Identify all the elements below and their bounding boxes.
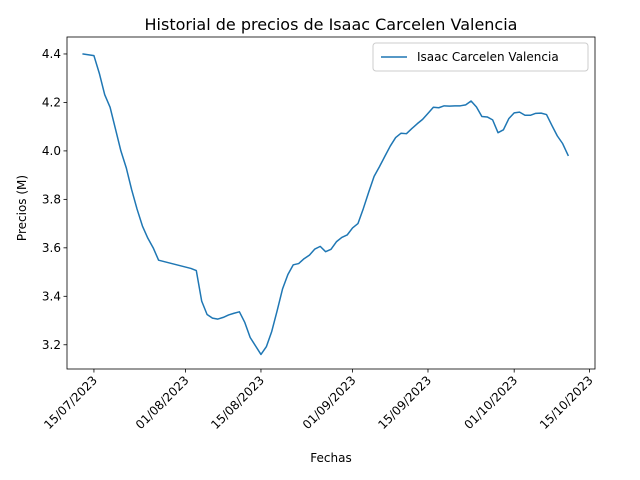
y-tick-label-3: 3.8 <box>42 192 61 206</box>
y-tick-label-4: 4.0 <box>42 144 61 158</box>
x-tick-label-1: 01/08/2023 <box>133 373 192 432</box>
legend: Isaac Carcelen Valencia <box>372 42 589 72</box>
axes-frame <box>66 36 596 370</box>
plot-area: 15/07/2023 01/08/2023 15/08/2023 01/09/2023… <box>41 36 596 432</box>
y-tick-label-5: 4.2 <box>42 95 61 109</box>
x-tick-label-4: 15/09/2023 <box>375 373 434 432</box>
chart-title: Historial de precios de Isaac Carcelen V… <box>145 15 518 34</box>
y-tick-label-1: 3.4 <box>42 289 61 303</box>
y-tick-label-0: 3.2 <box>42 338 61 352</box>
legend-entry-label: Isaac Carcelen Valencia <box>417 50 559 64</box>
x-tick-label-2: 15/08/2023 <box>208 373 267 432</box>
y-axis-label: Precios (M) <box>15 175 29 241</box>
x-tick-label-0: 15/07/2023 <box>41 373 100 432</box>
x-tick-label-3: 01/09/2023 <box>300 373 359 432</box>
legend-box <box>372 42 589 72</box>
x-axis-label: Fechas <box>310 451 351 465</box>
y-tick-label-6: 4.4 <box>42 47 61 61</box>
series-line-0 <box>82 53 570 356</box>
y-tick-label-2: 3.6 <box>42 241 61 255</box>
x-tick-label-6: 15/10/2023 <box>537 373 596 432</box>
x-tick-label-5: 01/10/2023 <box>461 373 520 432</box>
